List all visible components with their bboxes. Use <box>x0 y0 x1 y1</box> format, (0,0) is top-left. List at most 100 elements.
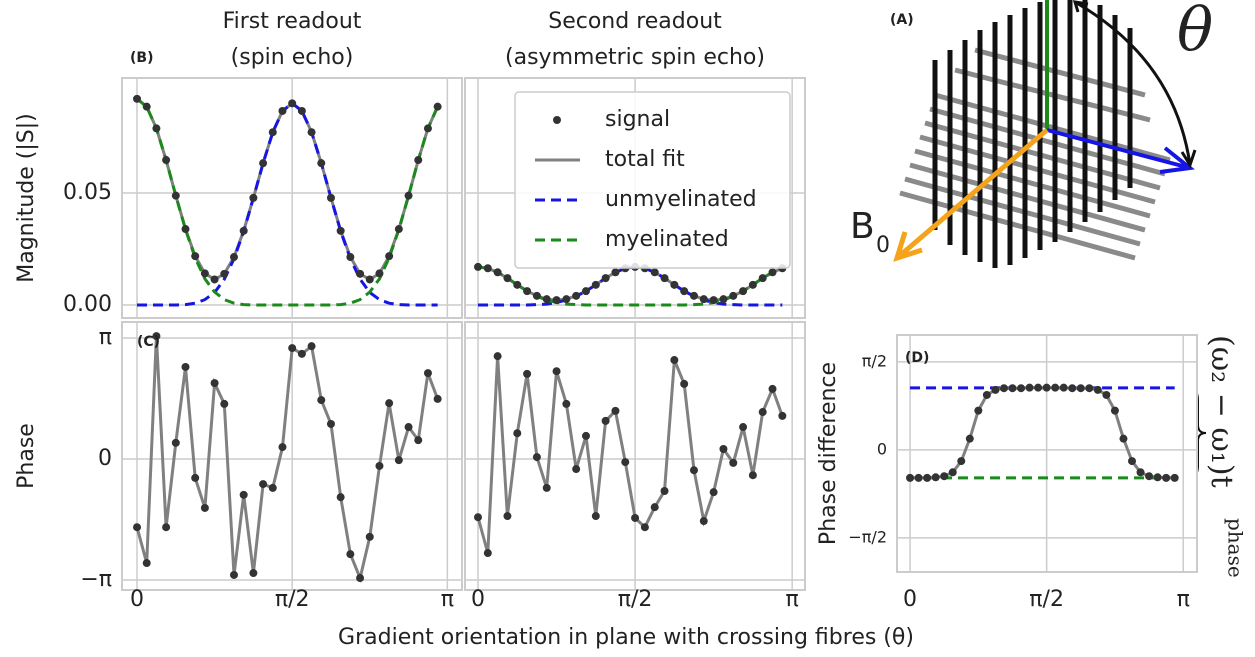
data-point <box>739 287 748 296</box>
data-point <box>346 253 355 262</box>
data-point <box>503 512 512 521</box>
data-point <box>650 268 659 277</box>
field-arrow <box>893 128 1049 262</box>
data-point <box>229 253 238 262</box>
x-tick-label: π <box>1177 587 1190 612</box>
fibre <box>929 106 1166 177</box>
panel-label: (D) <box>905 350 929 366</box>
data-point <box>513 429 522 438</box>
data-point <box>142 102 151 111</box>
panel-title: First readout <box>223 9 362 34</box>
data-point <box>729 458 738 467</box>
data-point <box>670 280 679 289</box>
field-label: B <box>850 206 875 247</box>
data-point <box>572 465 581 474</box>
data-point <box>171 191 180 200</box>
data-point <box>210 275 219 284</box>
x-tick-label: π/2 <box>275 587 310 612</box>
data-point <box>729 291 738 300</box>
data-point <box>513 280 522 289</box>
data-point <box>591 280 600 289</box>
data-point <box>1170 473 1179 482</box>
legend-label: total fit <box>605 147 685 172</box>
data-point <box>965 434 974 443</box>
data-point <box>670 356 679 365</box>
data-point <box>493 268 502 277</box>
data-point <box>680 287 689 296</box>
panel-title: Second readout <box>548 9 722 34</box>
y-tick-label: π/2 <box>862 351 887 370</box>
data-point <box>581 431 590 440</box>
data-point <box>239 490 248 499</box>
y-tick-label: 0 <box>98 446 112 471</box>
data-point <box>297 349 306 358</box>
data-point <box>483 264 492 273</box>
data-point <box>414 156 423 165</box>
y-tick-label: −π/2 <box>848 527 887 546</box>
data-point <box>739 423 748 432</box>
data-point <box>268 483 277 492</box>
data-point <box>1076 384 1085 393</box>
data-point <box>356 574 365 583</box>
data-point <box>503 274 512 283</box>
data-point <box>601 416 610 425</box>
data-point <box>748 280 757 289</box>
data-point <box>249 569 258 578</box>
data-point <box>562 295 571 304</box>
data-point <box>288 344 297 353</box>
data-point <box>1162 473 1171 482</box>
data-point <box>1119 434 1128 443</box>
data-point <box>307 128 316 137</box>
data-point <box>394 456 403 465</box>
data-point <box>542 483 551 492</box>
data-point <box>404 423 413 432</box>
data-point <box>297 106 306 115</box>
data-point <box>1017 384 1026 393</box>
data-point <box>162 156 171 165</box>
data-point <box>982 390 991 399</box>
data-point <box>1051 383 1060 392</box>
data-point <box>181 225 190 234</box>
data-point <box>162 523 171 532</box>
data-point <box>423 124 432 133</box>
x-tick-label: π <box>441 587 454 612</box>
annotation: (ω₂ − ω₁)t <box>1204 335 1239 488</box>
field-subscript: 0 <box>876 233 890 258</box>
annotation-subscript: phase <box>1224 518 1248 578</box>
data-point <box>611 406 620 415</box>
data-point <box>394 225 403 234</box>
data-point <box>220 269 229 278</box>
data-point <box>1034 383 1043 392</box>
data-point <box>552 367 561 376</box>
data-point <box>414 436 423 445</box>
panel-label: (B) <box>130 50 153 66</box>
data-point <box>562 399 571 408</box>
x-tick-label: π/2 <box>618 587 653 612</box>
data-point <box>719 295 728 304</box>
data-point <box>133 94 142 103</box>
data-point <box>699 295 708 304</box>
data-point <box>914 473 923 482</box>
data-point <box>288 99 297 108</box>
data-point <box>404 191 413 200</box>
data-point <box>758 274 767 283</box>
data-point <box>317 159 326 168</box>
data-point <box>1042 383 1051 392</box>
data-point <box>906 473 915 482</box>
data-point <box>1110 406 1119 415</box>
data-point <box>768 268 777 277</box>
y-tick-label: −π <box>80 567 112 592</box>
data-point <box>778 411 787 420</box>
series-line <box>137 101 438 307</box>
data-point <box>423 369 432 378</box>
legend-box <box>514 91 791 269</box>
data-point <box>768 384 777 393</box>
data-point <box>278 443 287 452</box>
data-point <box>1059 383 1068 392</box>
data-point <box>317 396 326 405</box>
data-point <box>278 106 287 115</box>
data-point <box>433 394 442 403</box>
angle-label: θ <box>1177 0 1213 66</box>
fibre-diagram: (A) θ B 0 <box>850 0 1213 268</box>
data-point <box>483 549 492 558</box>
